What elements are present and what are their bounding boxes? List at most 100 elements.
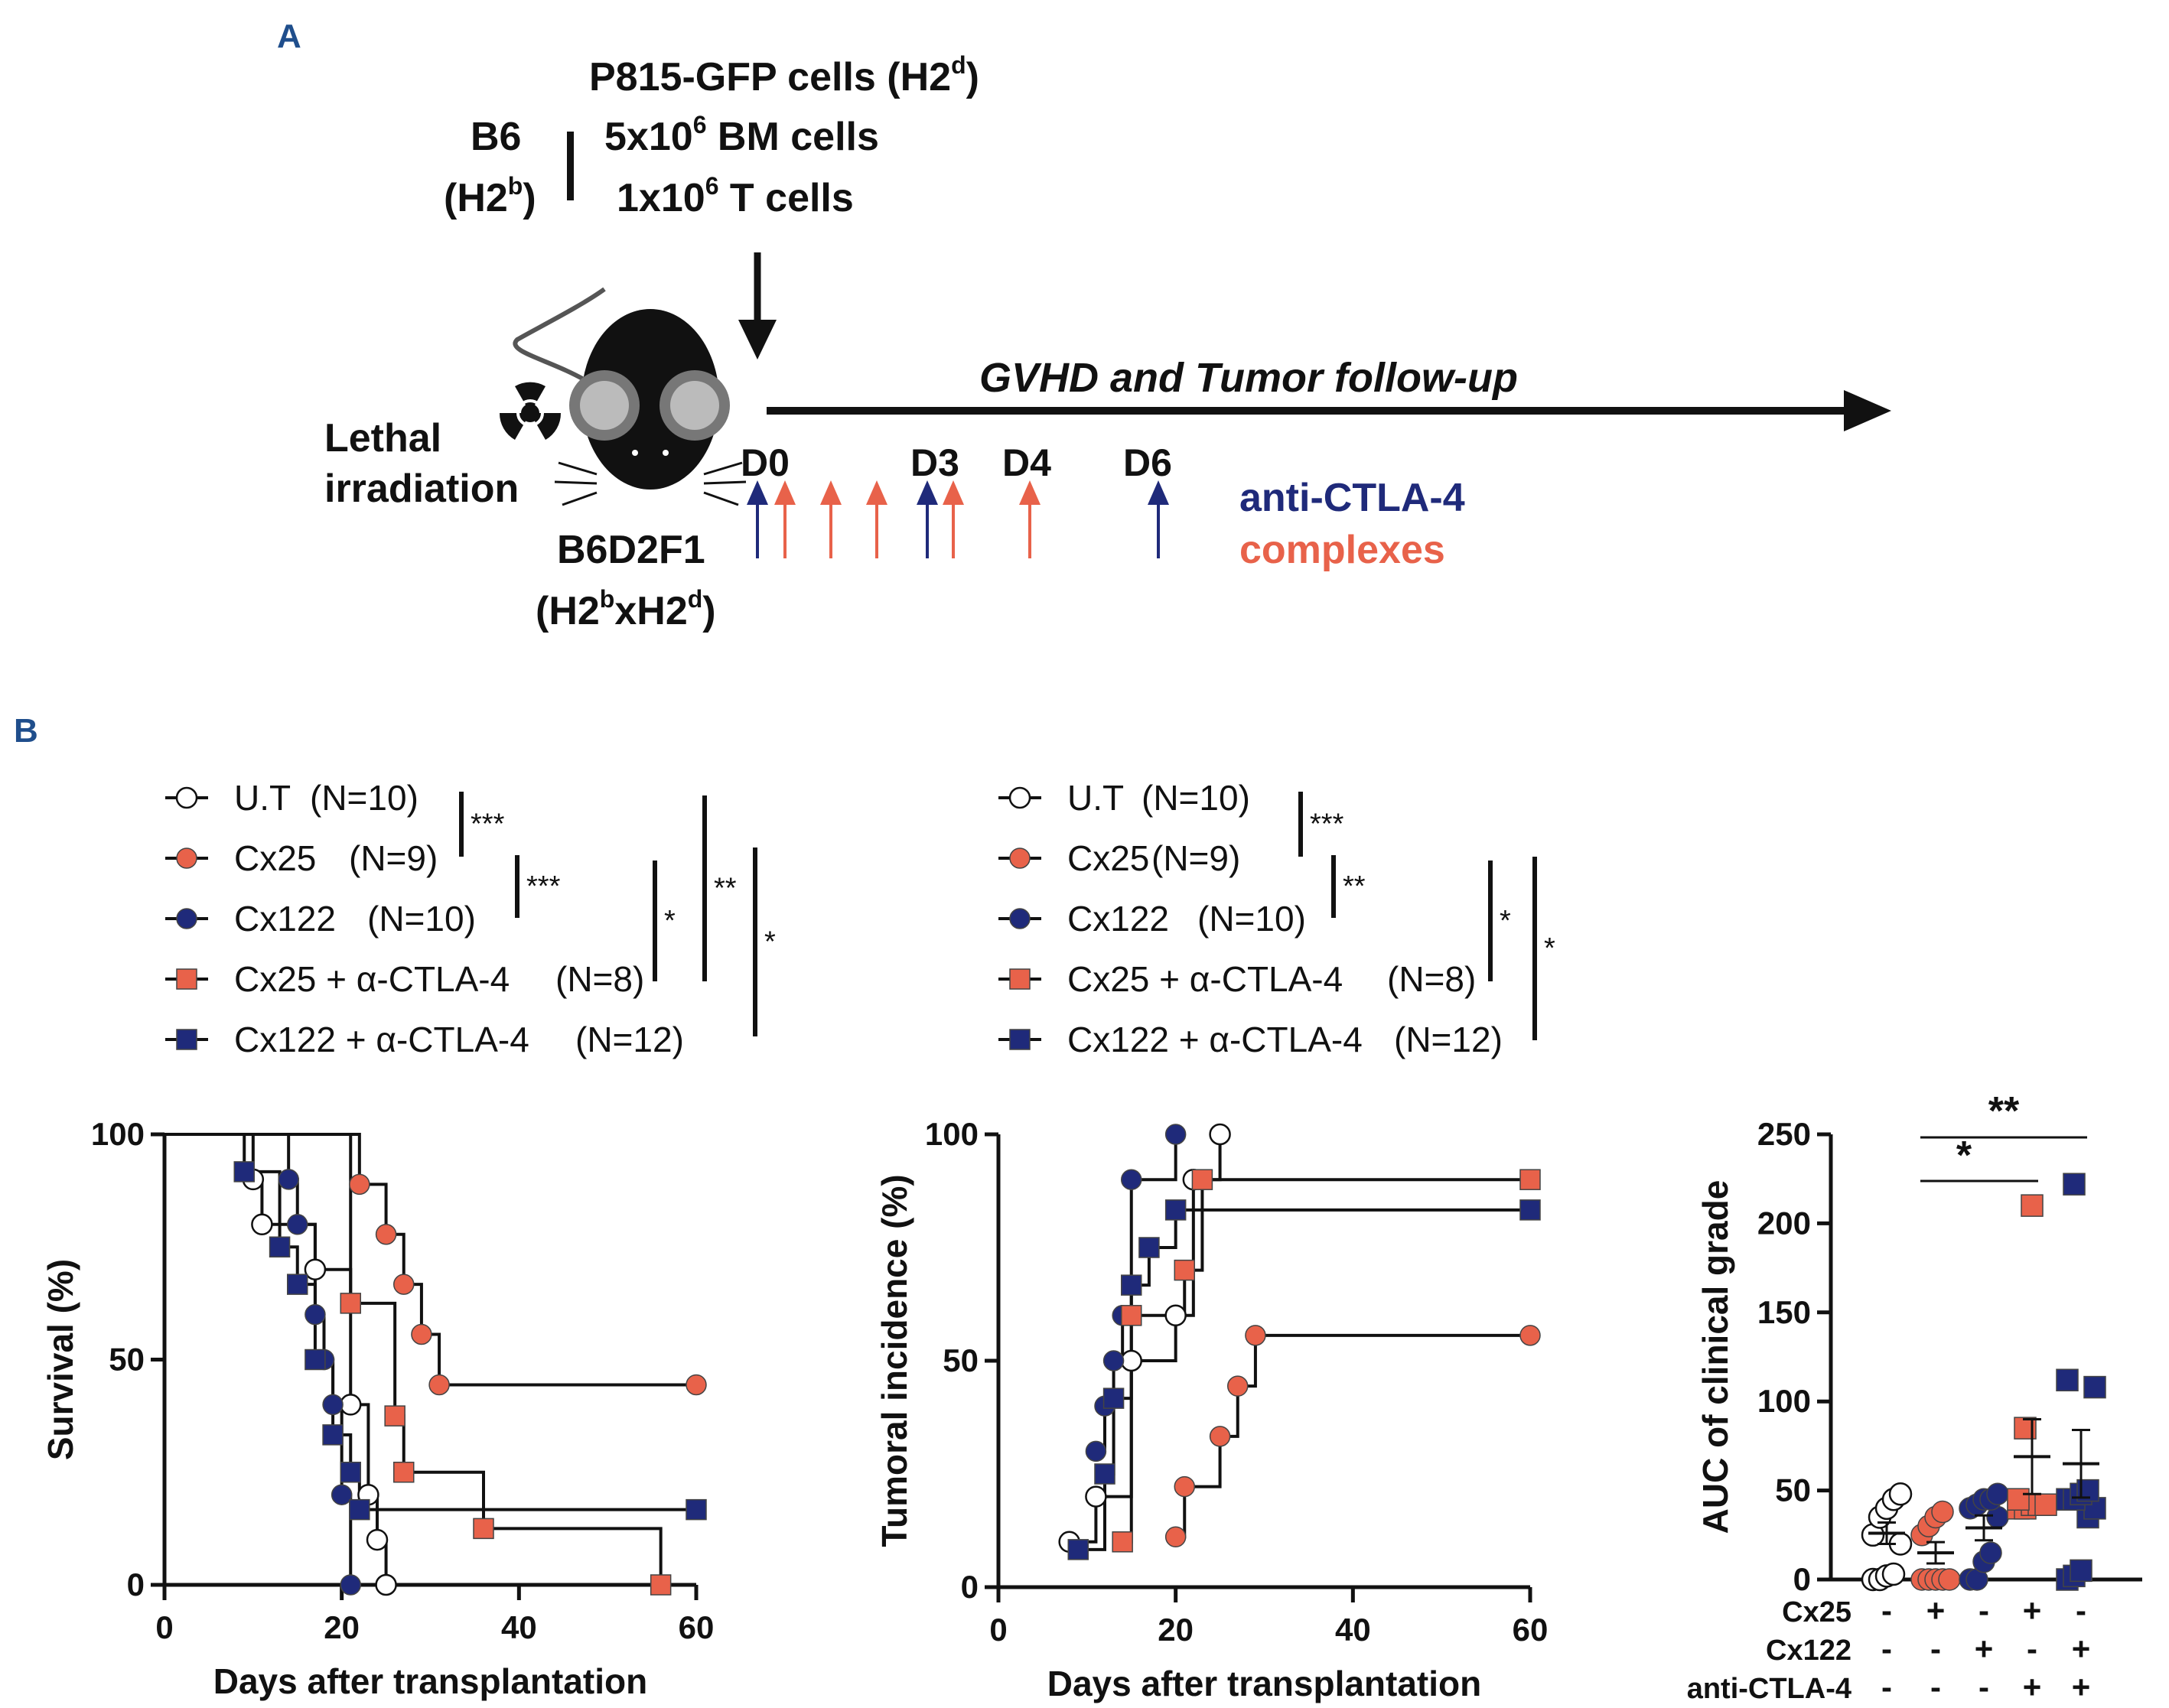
auc-ylabel: AUC of clinical grade [1695,1180,1735,1534]
survival-point-0-3 [304,1258,327,1280]
survival-point-2-1 [278,1169,299,1190]
tumor-point-1-5 [1519,1325,1541,1346]
panel-a: A P815-GFP cells (H2d) 5x106 BM cells 1x… [277,18,1891,633]
legend-mid-marker-0 [1008,786,1031,809]
tumor-series-line-4 [1078,1208,1530,1551]
survival-ytick-label-0: 0 [127,1566,145,1602]
survival-xlabel: Days after transplantation [213,1661,647,1701]
survival-point-4-2 [269,1236,291,1257]
auc-point-0-3 [1881,1562,1906,1586]
irradiation-line-2: irradiation [324,467,519,511]
auc-ytick-label-0: 0 [1793,1561,1811,1597]
auc-point-4-11 [2063,1173,2086,1196]
survival-point-1-2 [375,1224,397,1245]
legend-mid-marker-3 [1009,968,1031,990]
auc-point-3-5 [2007,1488,2030,1511]
survival-point-1-3 [393,1274,415,1295]
survival-series-line-3 [164,1133,663,1585]
survival-point-2-5 [322,1394,344,1416]
tumor-point-4-6 [1519,1199,1541,1221]
complex-arrow-2-head [866,480,887,505]
tumor-point-3-2 [1174,1259,1195,1281]
legend-left-marker-2 [176,908,197,929]
donor-name: B6 [471,115,521,159]
tumor-series-line-0 [1069,1134,1222,1544]
anti-ctla4-arrow-0-head [747,480,768,505]
survival-point-4-8 [686,1498,707,1521]
tumor-point-4-3 [1121,1274,1142,1296]
tumor-xtick-label-2: 40 [1335,1612,1371,1648]
legend-left-marker-1 [176,847,197,869]
day-label-d3: D3 [910,441,959,484]
auc-point-4-2 [2070,1559,2092,1583]
complex-arrow-1-head [820,480,842,505]
tumor-point-3-3 [1191,1169,1213,1190]
tumor-point-4-5 [1164,1199,1187,1221]
survival-xtick-label-2: 40 [501,1609,537,1645]
auc-ytick-label-1: 50 [1775,1472,1811,1508]
tumor-point-0-2 [1120,1349,1142,1372]
auc-sign-2-2: - [1978,1669,1989,1705]
tumor-point-4-1 [1094,1463,1115,1485]
survival-point-4-5 [322,1424,344,1446]
complex-arrow-3-head [943,480,964,505]
tumor-point-1-2 [1209,1426,1231,1447]
survival-point-0-7 [375,1573,397,1596]
sig-left-label-0: *** [471,808,505,841]
tumor-ytick-label-2: 100 [925,1116,979,1152]
survival-point-1-5 [428,1374,450,1396]
tumor-xtick-label-1: 20 [1158,1612,1194,1648]
dosing-arrows [747,480,1169,558]
tumor-series-line-3 [1122,1178,1530,1544]
survival-ylabel: Survival (%) [41,1259,80,1460]
tumor-ytick-label-0: 0 [961,1569,979,1605]
tumor-point-1-4 [1245,1325,1266,1346]
auc-row-label-0: Cx25 [1782,1596,1851,1628]
legend-left-n-3: (N=8) [555,959,644,999]
day-label-d4: D4 [1002,441,1051,484]
tumor-point-3-4 [1519,1169,1541,1190]
sig-left-label-2: * [664,905,676,937]
auc-point-1-4 [1938,1568,1961,1591]
auc-sign-1-1: - [1930,1631,1941,1667]
legend-mid-label-0: U.T [1067,778,1124,818]
auc-point-4-10 [2056,1368,2079,1392]
survival-point-2-2 [287,1214,308,1235]
survival-series-line-4 [164,1133,696,1511]
survival-point-2-7 [340,1574,361,1596]
survival-xtick-label-0: 0 [155,1609,173,1645]
legend-mid-n-2: (N=10) [1197,899,1306,939]
tumor-ylabel: Tumoral incidence (%) [874,1174,914,1547]
survival-point-1-4 [411,1323,432,1345]
irradiation-line-1: Lethal [324,416,441,460]
auc-sign-2-1: + [1975,1631,1994,1667]
legend-mid-marker-2 [1009,908,1031,929]
tumor-point-1-0 [1164,1526,1187,1548]
survival-point-0-4 [340,1394,362,1416]
complex-arrow-4-head [1019,480,1041,505]
tumor-point-3-0 [1112,1531,1133,1553]
legend-left: U.T (N=10) Cx25 (N=9) Cx122 (N=10) Cx25 + α-CT… [165,778,684,1059]
survival-point-4-4 [305,1349,326,1371]
auc-sign-1-2: - [1930,1669,1941,1705]
survival-point-1-6 [686,1374,707,1396]
legend-mid-label-1: Cx25 [1067,838,1149,878]
auc-point-3-7 [2021,1194,2044,1217]
auc-sign-4-2: + [2072,1669,2091,1705]
auc-point-0-9 [1888,1482,1913,1506]
legend-left-label-3: Cx25 + α-CTLA-4 [234,959,510,999]
auc-point-2-3 [1979,1541,2002,1564]
tumor-xtick-label-3: 60 [1513,1612,1549,1648]
followup-label: GVHD and Tumor follow-up [979,355,1518,401]
tumor-point-0-3 [1164,1304,1187,1327]
survival-ytick-label-1: 50 [109,1342,145,1378]
survival-point-2-6 [331,1484,353,1505]
survival-chart: 0 50 100 0 20 40 60 Days after transplantation S… [41,1116,714,1701]
auc-sign-0-1: - [1881,1631,1892,1667]
auc-point-4-9 [2083,1375,2106,1399]
auc-ytick-label-5: 250 [1757,1116,1811,1152]
mouse-icon [513,287,747,506]
tumor-point-2-0 [1085,1440,1107,1462]
legend-left-label-0: U.T [234,778,291,818]
